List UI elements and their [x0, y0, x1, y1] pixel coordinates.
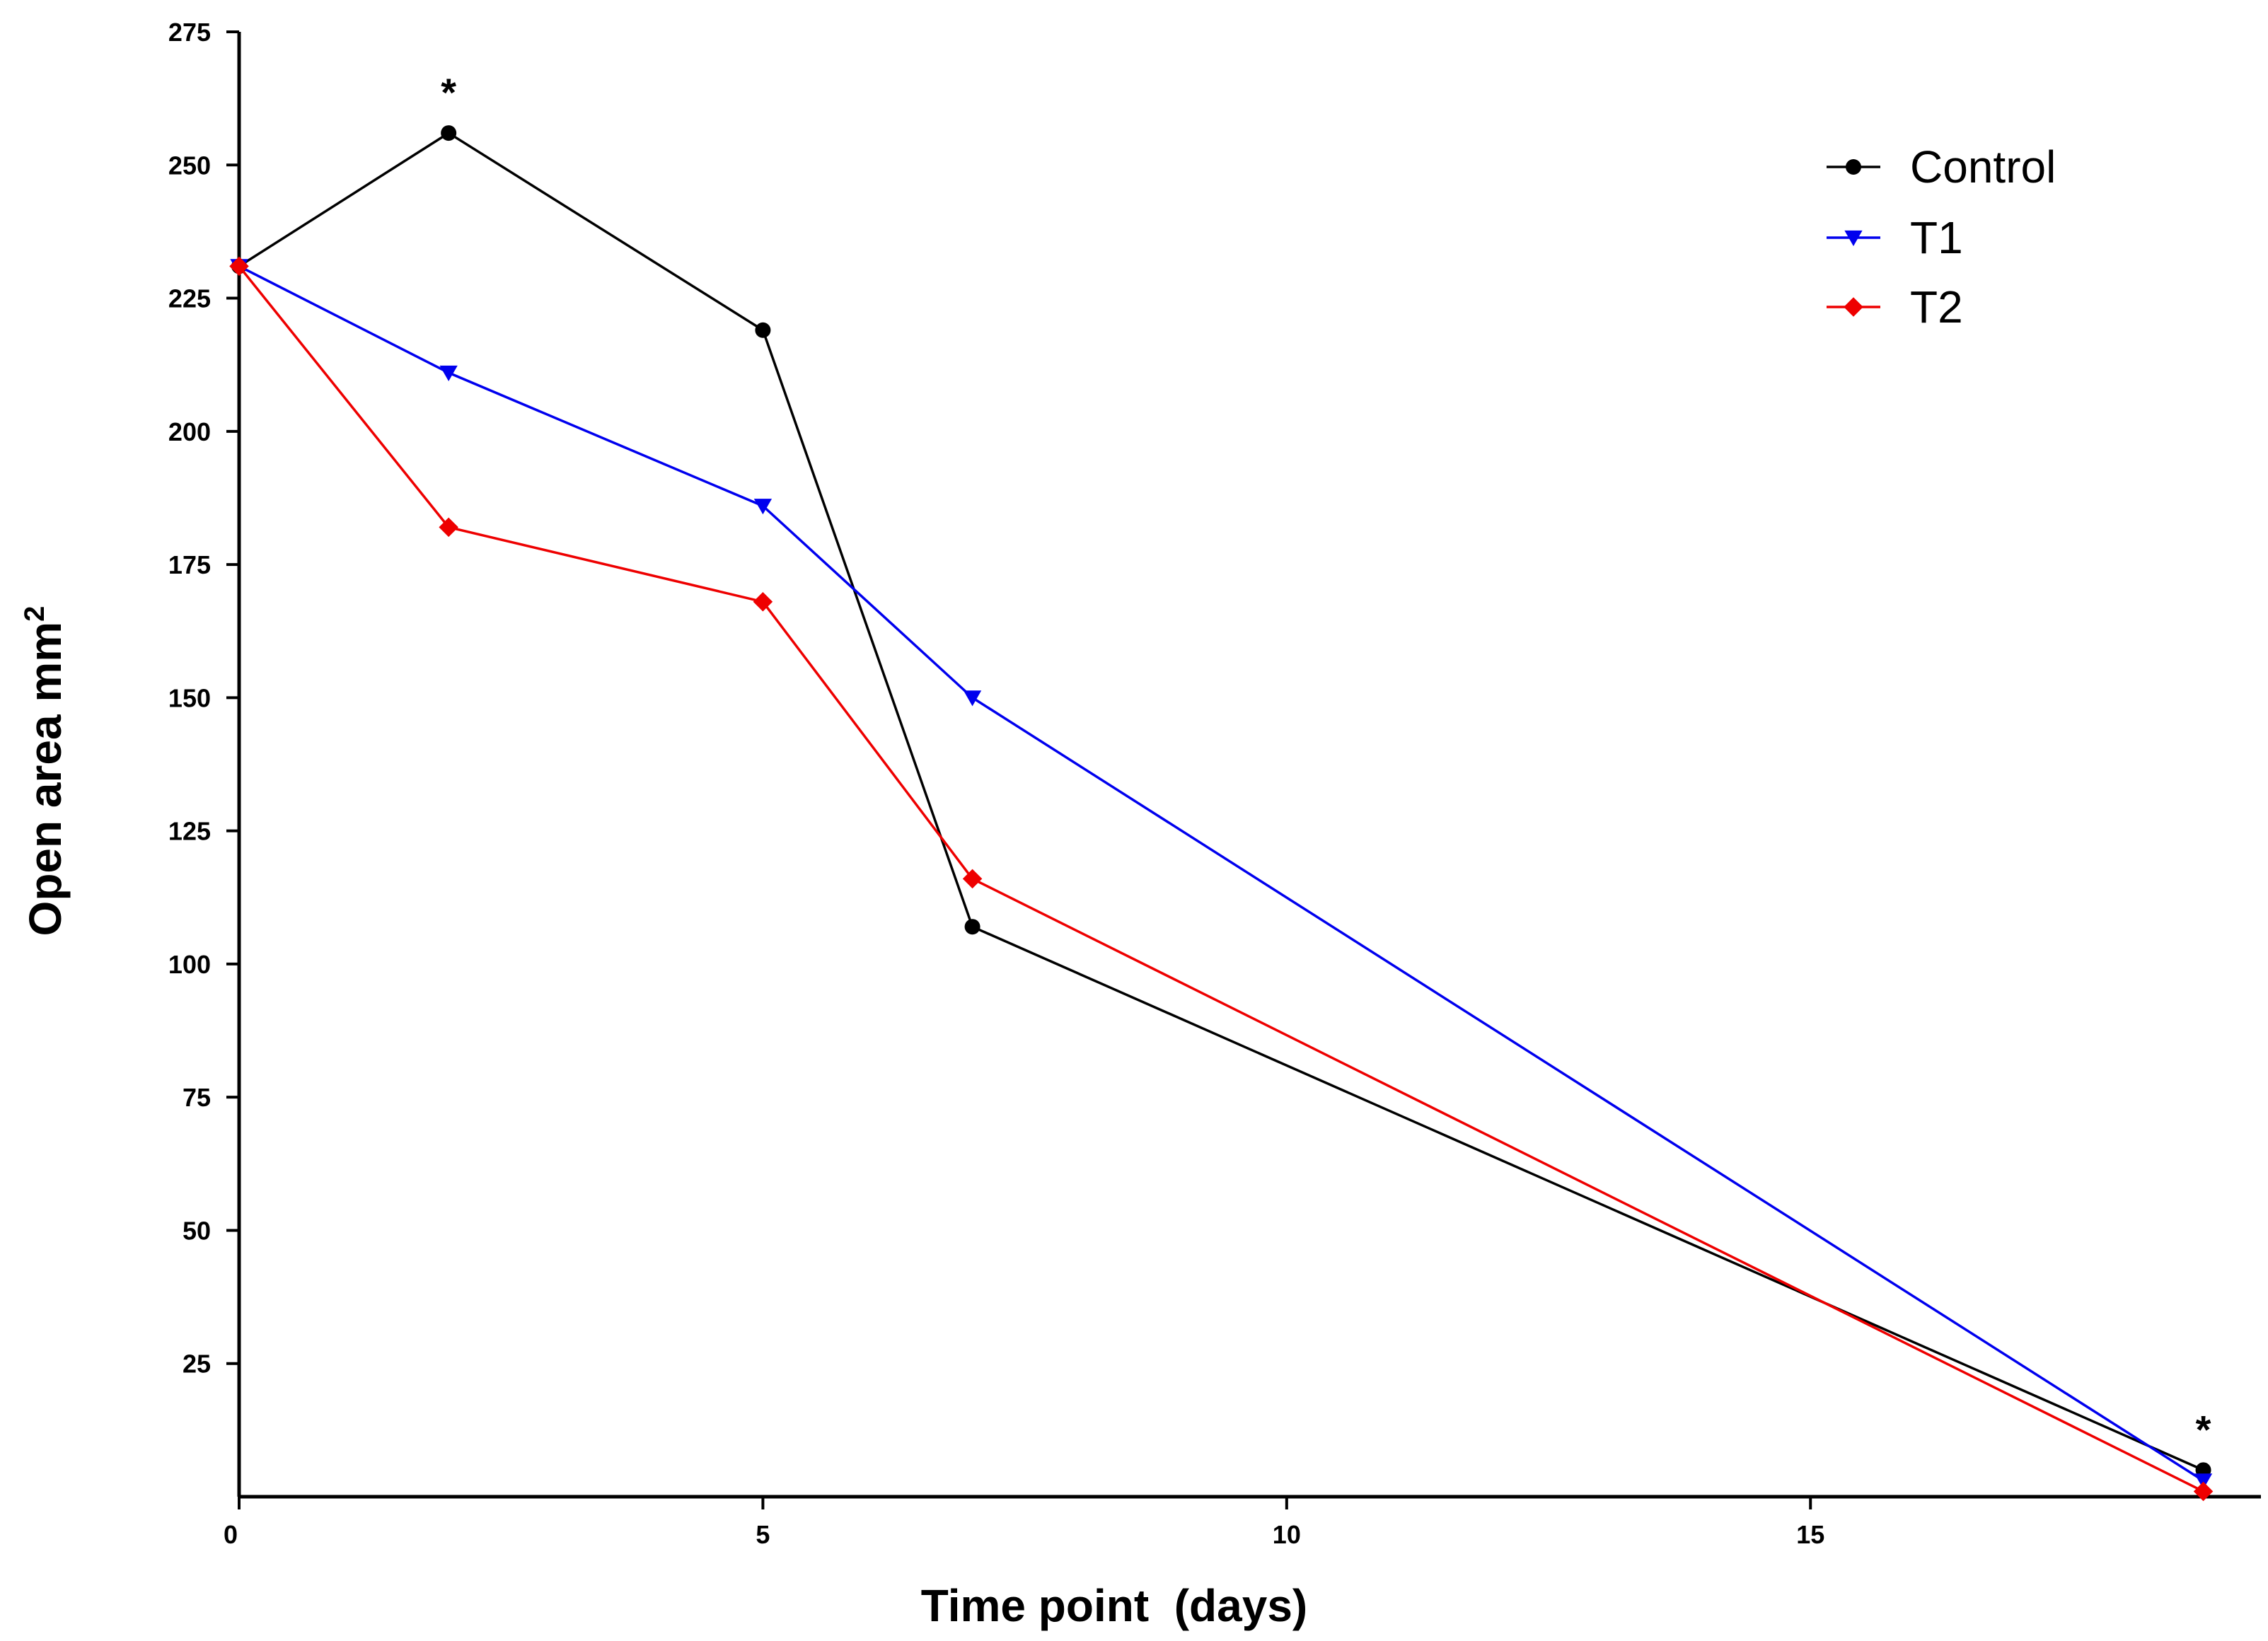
y-tick-label: 150 — [168, 683, 211, 712]
y-tick-label: 75 — [183, 1083, 211, 1112]
x-tick-label: 10 — [1273, 1520, 1301, 1549]
legend-marker-t2 — [1844, 297, 1863, 317]
x-tick-label: 0 — [224, 1520, 238, 1549]
data-point-t1 — [963, 690, 982, 707]
series-t1 — [230, 259, 2213, 1490]
x-tick-label: 5 — [756, 1520, 770, 1549]
series-line-t1 — [238, 265, 2204, 1482]
legend-label-t2: T2 — [1910, 282, 1963, 332]
data-point-control — [755, 322, 771, 338]
x-axis-title: Time point (days) — [921, 1580, 1307, 1631]
y-axis-title-superscript: 2 — [19, 606, 50, 622]
legend-marker-t1 — [1844, 230, 1863, 247]
y-tick-label: 125 — [168, 817, 211, 846]
legend-item-control: Control — [1827, 141, 2056, 192]
data-point-t2 — [753, 592, 773, 612]
data-point-t2 — [229, 256, 249, 277]
y-tick-label: 175 — [168, 550, 211, 579]
significance-annotation: * — [441, 70, 456, 115]
data-point-t2 — [2193, 1481, 2214, 1502]
y-axis-title-text: Open area mm — [20, 622, 71, 937]
significance-annotation: * — [2196, 1407, 2211, 1451]
data-point-control — [964, 919, 980, 935]
legend-label-control: Control — [1910, 141, 2056, 192]
legend-item-t1: T1 — [1827, 212, 1963, 263]
legend-marker-control — [1846, 159, 1861, 175]
legend-item-t2: T2 — [1827, 282, 1963, 332]
data-point-control — [441, 125, 457, 141]
axes: 25 50 75 100 125 150 175 200 225 250 275 0 5 10 15 — [168, 18, 2261, 1549]
y-tick-label: 225 — [168, 284, 211, 313]
series-line-control — [238, 132, 2204, 1471]
y-tick-label: 250 — [168, 151, 211, 180]
y-tick-label: 50 — [183, 1216, 211, 1245]
series-line-t2 — [238, 265, 2204, 1493]
y-tick-label: 200 — [168, 417, 211, 446]
y-tick-label: 275 — [168, 18, 211, 47]
y-tick-label: 25 — [183, 1350, 211, 1379]
data-point-t2 — [962, 869, 983, 889]
x-tick-label: 15 — [1796, 1520, 1824, 1549]
legend: Control T1 T2 — [1827, 141, 2056, 332]
axis-titles: Time point (days) Open area mm2 — [19, 606, 1307, 1631]
series-t2 — [229, 256, 2214, 1502]
data-point-t1 — [753, 499, 773, 515]
y-tick-label: 100 — [168, 950, 211, 979]
data-point-t1 — [2194, 1473, 2213, 1490]
y-axis-title: Open area mm2 — [19, 606, 71, 937]
annotations: ** — [441, 70, 2211, 1451]
data-point-t1 — [439, 365, 458, 381]
series-layer — [229, 125, 2214, 1502]
data-point-t2 — [439, 517, 458, 538]
legend-label-t1: T1 — [1910, 212, 1963, 263]
